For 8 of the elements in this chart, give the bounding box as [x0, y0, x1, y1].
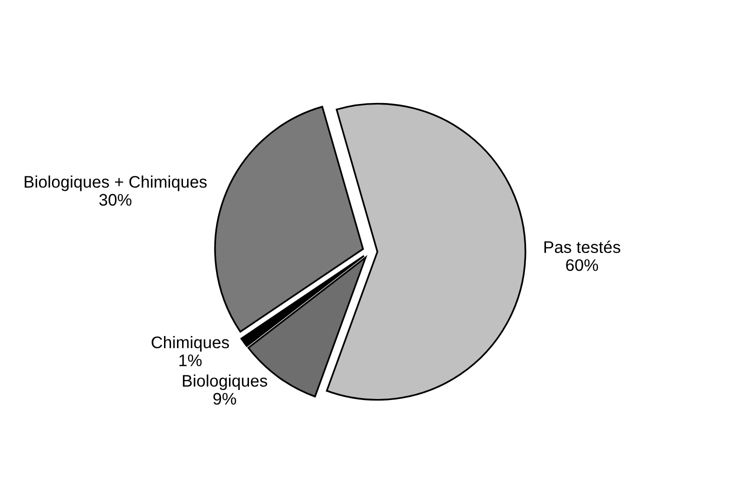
data-label: 30%: [99, 194, 132, 206]
slice-label: Pas testés: [544, 240, 620, 254]
data-label: 60%: [566, 259, 598, 271]
slice-label: Chimiques: [152, 336, 229, 352]
data-label: 9%: [213, 392, 236, 405]
slice-label: Biologiques: [182, 374, 268, 390]
slice-label: Biologiques + Chimiques: [24, 176, 207, 192]
data-label: 1%: [179, 354, 202, 366]
